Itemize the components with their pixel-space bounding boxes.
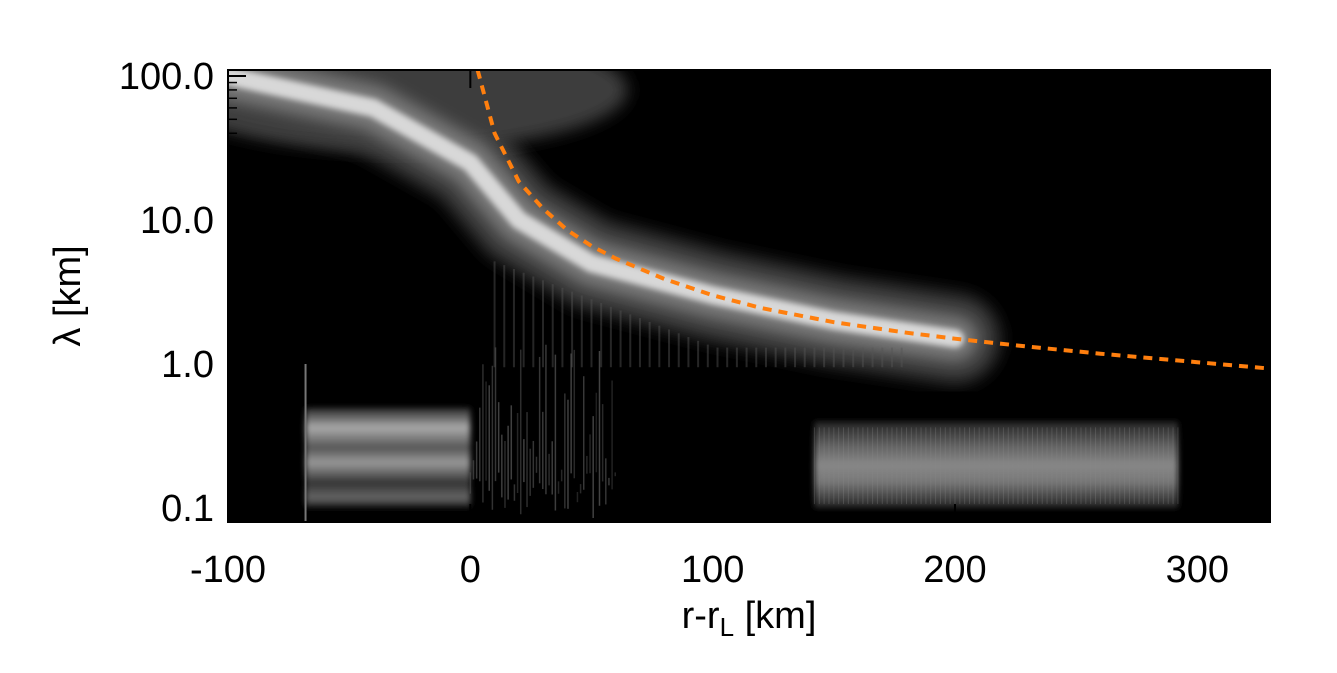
left-band — [305, 407, 471, 509]
y-axis-label: λ [km] — [47, 245, 89, 346]
orange-dashed-curve — [475, 70, 1270, 371]
right-band — [814, 421, 1178, 509]
y-tick-label: 100.0 — [119, 56, 214, 98]
series-layer — [475, 70, 1270, 371]
y-tick-label: 0.1 — [161, 488, 214, 530]
x-tick-label: 200 — [923, 549, 986, 591]
y-tick-label: 10.0 — [140, 200, 214, 242]
x-tick-label: 0 — [460, 549, 481, 591]
x-tick-label: 300 — [1166, 549, 1229, 591]
x-tick-label: -100 — [190, 549, 266, 591]
x-axis-label: r-rL [km] — [682, 595, 817, 642]
axes-layer — [227, 69, 1271, 523]
y-tick-label: 1.0 — [161, 344, 214, 386]
tick-labels: -100 0 100 200 300 0.1 1.0 10.0 100.0 — [119, 56, 1229, 591]
x-tick-label: 100 — [681, 549, 744, 591]
